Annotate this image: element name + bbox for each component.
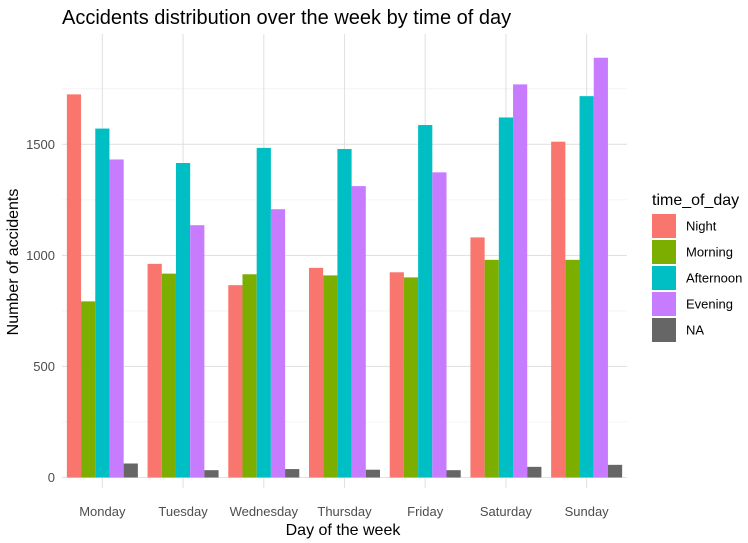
bar-night-friday [389, 272, 404, 478]
bar-morning-tuesday [161, 273, 176, 478]
bar-night-wednesday [228, 285, 243, 478]
bar-na-thursday [365, 469, 380, 478]
bar-na-monday [123, 463, 138, 478]
bar-na-tuesday [204, 470, 219, 478]
bar-afternoon-sunday [579, 96, 594, 478]
legend-key-afternoon [652, 266, 676, 290]
bar-evening-monday [109, 159, 124, 478]
legend-label-morning: Morning [686, 245, 733, 260]
x-axis-title: Day of the week [286, 522, 402, 539]
x-ticks: Monday Tuesday Wednesday Thursday Friday Satu… [79, 504, 609, 519]
bar-afternoon-monday [95, 128, 110, 478]
bar-morning-wednesday [242, 274, 257, 478]
x-tick-label: Monday [79, 504, 126, 519]
bar-evening-friday [432, 172, 447, 478]
x-tick-label: Tuesday [158, 504, 208, 519]
bar-afternoon-saturday [498, 117, 514, 478]
bar-night-sunday [551, 141, 566, 478]
bar-night-monday [66, 94, 82, 478]
legend-key-night [652, 214, 676, 238]
bar-night-thursday [309, 267, 324, 478]
y-ticks: 0 500 1000 1500 [26, 137, 55, 485]
y-tick-label: 1500 [26, 137, 55, 152]
x-tick-label: Wednesday [230, 504, 299, 519]
legend-key-evening [652, 292, 676, 316]
bar-afternoon-wednesday [256, 147, 271, 478]
legend-label-afternoon: Afternoon [686, 271, 742, 286]
x-tick-label: Friday [407, 504, 444, 519]
bar-night-tuesday [147, 263, 162, 478]
legend-label-evening: Evening [686, 297, 733, 312]
bar-afternoon-tuesday [175, 163, 191, 478]
bar-morning-sunday [565, 259, 580, 478]
chart-title: Accidents distribution over the week by … [62, 7, 511, 29]
legend-key-morning [652, 240, 676, 264]
x-tick-label: Thursday [317, 504, 372, 519]
bar-morning-saturday [484, 259, 499, 478]
bar-morning-monday [81, 301, 96, 478]
bar-afternoon-friday [418, 125, 433, 478]
x-tick-label: Saturday [480, 504, 533, 519]
y-tick-label: 500 [33, 359, 55, 374]
bars [66, 57, 623, 478]
bar-na-friday [446, 470, 461, 478]
bar-evening-sunday [593, 57, 608, 478]
bar-afternoon-thursday [337, 149, 352, 478]
legend: time_of_day Night Morning Afternoon Evening… [652, 192, 742, 342]
bar-morning-friday [403, 277, 419, 478]
bar-evening-tuesday [190, 225, 205, 478]
legend-label-na: NA [686, 323, 704, 338]
legend-label-night: Night [686, 219, 717, 234]
bar-night-saturday [470, 237, 485, 478]
x-tick-label: Sunday [565, 504, 610, 519]
y-axis-title: Number of accidents [5, 189, 22, 336]
y-tick-label: 1000 [26, 248, 55, 263]
bar-na-sunday [607, 464, 623, 478]
legend-key-na [652, 318, 676, 342]
bar-na-wednesday [285, 469, 300, 478]
bar-na-saturday [527, 466, 542, 478]
bar-evening-thursday [351, 186, 366, 478]
bar-morning-thursday [323, 275, 338, 478]
legend-title: time_of_day [652, 192, 739, 209]
bar-evening-saturday [513, 84, 528, 478]
y-tick-label: 0 [48, 470, 55, 485]
bar-evening-wednesday [270, 209, 286, 478]
